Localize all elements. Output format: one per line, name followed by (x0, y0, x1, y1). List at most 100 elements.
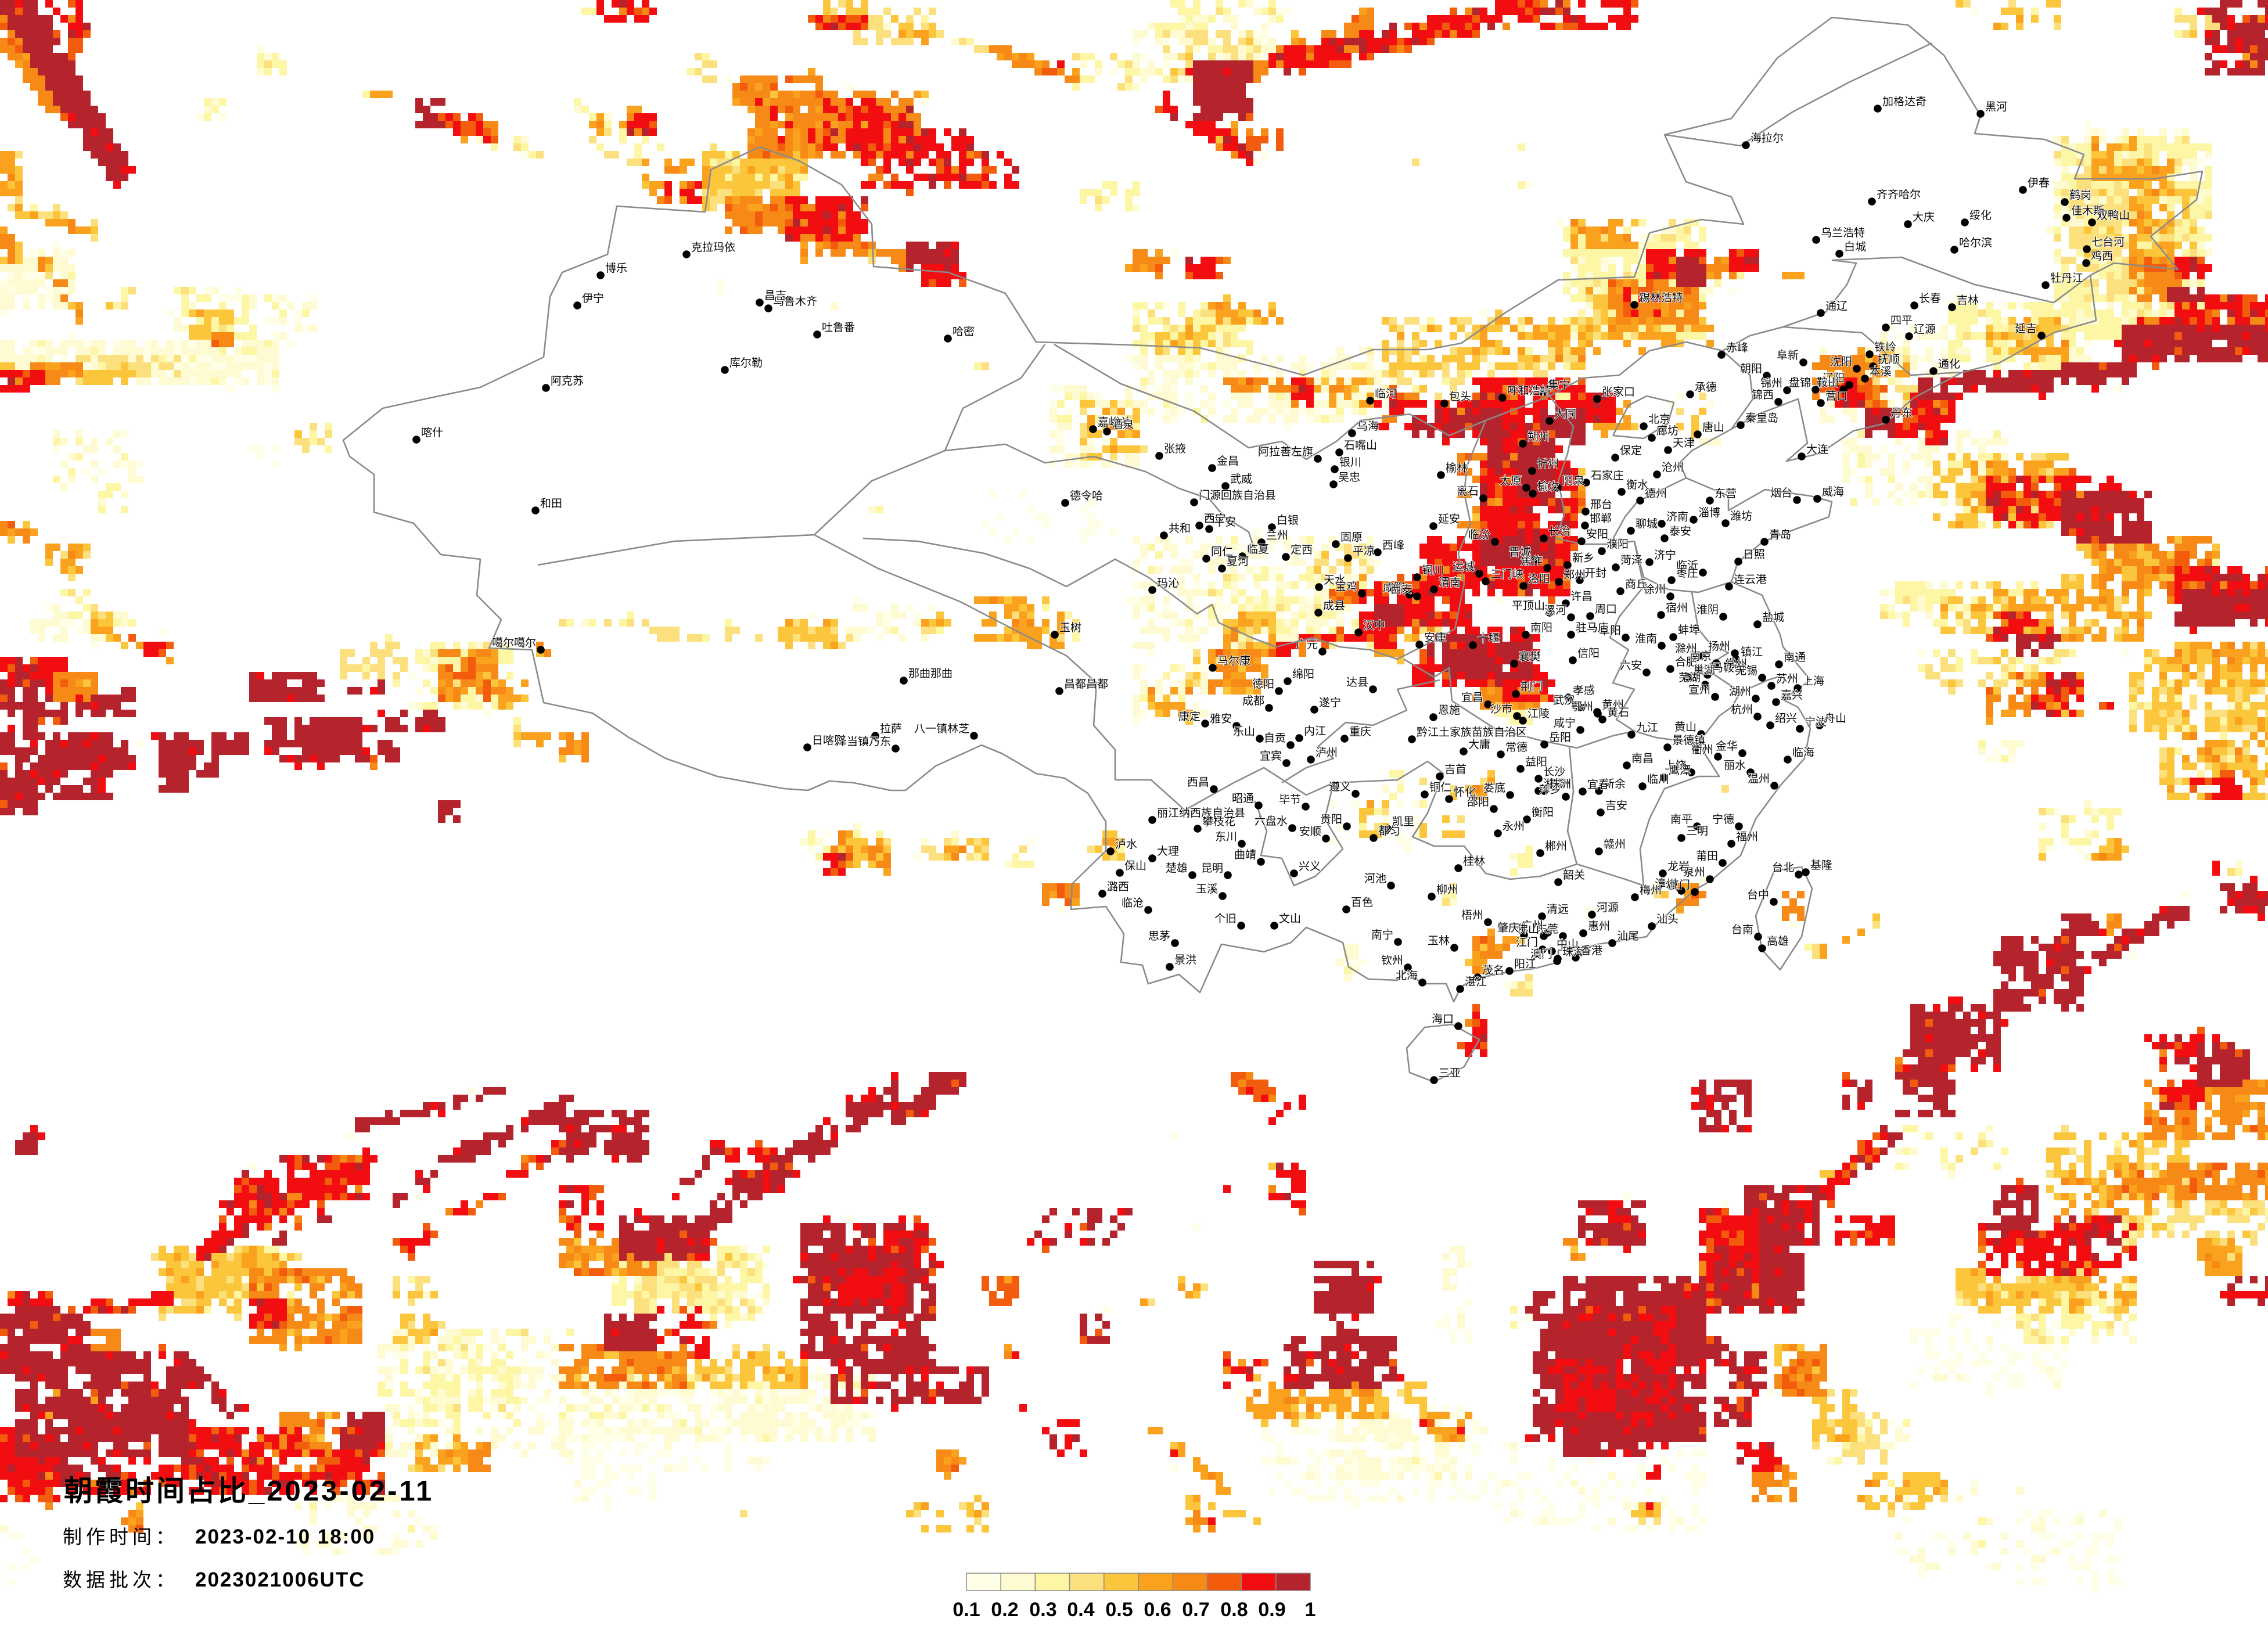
svg-text:张掖: 张掖 (1164, 443, 1186, 455)
svg-text:临夏: 临夏 (1247, 543, 1269, 556)
svg-text:厦门: 厦门 (1668, 879, 1690, 891)
svg-text:杭州: 杭州 (1731, 703, 1753, 716)
svg-text:辽源: 辽源 (1914, 323, 1936, 336)
svg-text:德令哈: 德令哈 (1070, 490, 1103, 502)
svg-text:那曲那曲: 那曲那曲 (908, 667, 953, 680)
svg-text:潞西: 潞西 (1107, 880, 1129, 893)
svg-text:沙市: 沙市 (1490, 703, 1512, 715)
svg-text:武威: 武威 (1230, 473, 1252, 485)
svg-text:恩施: 恩施 (1438, 704, 1460, 717)
svg-text:锦州: 锦州 (1760, 377, 1782, 390)
svg-text:保山: 保山 (1124, 859, 1146, 872)
svg-text:0.5: 0.5 (1105, 1599, 1133, 1621)
svg-text:凯里: 凯里 (1392, 815, 1414, 828)
svg-text:沧州: 沧州 (1662, 461, 1684, 474)
svg-text:信阳: 信阳 (1577, 647, 1600, 660)
svg-text:新乡: 新乡 (1572, 552, 1594, 564)
svg-text:湖州: 湖州 (1729, 685, 1751, 698)
svg-text:孝感: 孝感 (1573, 684, 1595, 697)
svg-text:承德: 承德 (1695, 381, 1717, 394)
svg-text:安顺: 安顺 (1299, 825, 1321, 838)
svg-text:集宁: 集宁 (1548, 379, 1570, 391)
svg-text:福州: 福州 (1736, 830, 1758, 843)
svg-text:哈密: 哈密 (953, 325, 975, 338)
svg-text:东营: 东营 (1715, 487, 1737, 500)
svg-text:淄博: 淄博 (1698, 506, 1720, 519)
svg-text:延安: 延安 (1438, 513, 1460, 526)
svg-text:长治: 长治 (1548, 525, 1570, 538)
svg-text:宣州: 宣州 (1688, 684, 1710, 696)
svg-text:安康: 安康 (1424, 631, 1446, 644)
svg-text:大同: 大同 (1554, 408, 1576, 420)
svg-text:泸水: 泸水 (1115, 838, 1137, 851)
svg-text:咸阳: 咸阳 (1383, 581, 1405, 594)
svg-text:临汾: 临汾 (1468, 528, 1490, 541)
svg-text:吉安: 吉安 (1605, 799, 1627, 812)
svg-text:0.6: 0.6 (1144, 1599, 1171, 1621)
svg-text:吉首: 吉首 (1444, 763, 1467, 776)
svg-text:澳门: 澳门 (1530, 948, 1552, 961)
svg-text:兴义: 兴义 (1299, 860, 1321, 873)
svg-text:茂名: 茂名 (1482, 964, 1504, 977)
svg-text:合肥: 合肥 (1675, 656, 1697, 668)
svg-text:台北: 台北 (1772, 861, 1794, 874)
svg-text:南平: 南平 (1670, 813, 1692, 826)
svg-text:平顶山: 平顶山 (1512, 599, 1545, 612)
svg-text:江陵: 江陵 (1527, 707, 1550, 720)
svg-text:荆门: 荆门 (1521, 681, 1543, 693)
svg-text:常德: 常德 (1505, 741, 1527, 754)
svg-text:0.2: 0.2 (991, 1599, 1018, 1621)
svg-text:岳阳: 岳阳 (1549, 731, 1571, 744)
svg-text:许昌: 许昌 (1570, 590, 1593, 603)
svg-text:和田: 和田 (540, 497, 562, 510)
svg-text:达县: 达县 (1346, 676, 1368, 689)
svg-text:八一镇林芝: 八一镇林芝 (914, 722, 969, 735)
svg-text:0.3: 0.3 (1029, 1599, 1056, 1621)
svg-text:固原: 固原 (1340, 531, 1363, 544)
svg-text:自贡: 自贡 (1264, 732, 1286, 744)
svg-text:营口: 营口 (1825, 390, 1848, 402)
svg-text:襄樊: 襄樊 (1519, 650, 1541, 663)
svg-text:北京: 北京 (1648, 413, 1670, 426)
svg-text:锦西: 锦西 (1752, 388, 1774, 401)
svg-text:延吉: 延吉 (2015, 322, 2037, 335)
svg-text:益阳: 益阳 (1525, 756, 1547, 768)
svg-text:西峰: 西峰 (1382, 539, 1404, 552)
svg-text:郑州: 郑州 (1563, 569, 1586, 581)
svg-text:0.9: 0.9 (1258, 1599, 1285, 1621)
svg-text:喀什: 喀什 (421, 426, 443, 439)
svg-text:康定: 康定 (1178, 710, 1201, 723)
svg-text:珠海: 珠海 (1562, 945, 1584, 958)
svg-text:保定: 保定 (1620, 444, 1642, 457)
svg-text:定西: 定西 (1291, 544, 1313, 556)
svg-text:汉中: 汉中 (1363, 619, 1385, 632)
svg-text:青岛: 青岛 (1769, 528, 1791, 541)
svg-text:绍兴: 绍兴 (1775, 712, 1797, 725)
svg-text:南昌: 南昌 (1631, 752, 1654, 765)
svg-text:朝霞时间占比_2023-02-11: 朝霞时间占比_2023-02-11 (64, 1476, 434, 1507)
svg-text:日照: 日照 (1743, 549, 1765, 561)
svg-text:绥化: 绥化 (1969, 209, 1992, 222)
svg-text:永州: 永州 (1503, 820, 1525, 833)
svg-text:三亚: 三亚 (1439, 1067, 1461, 1080)
svg-text:湘潭: 湘潭 (1543, 778, 1565, 790)
svg-text:湛江: 湛江 (1465, 976, 1487, 988)
svg-text:朝阳: 朝阳 (1740, 362, 1762, 375)
svg-text:大连: 大连 (1806, 443, 1828, 456)
svg-text:武汉: 武汉 (1553, 694, 1575, 707)
svg-text:赤峰: 赤峰 (1726, 341, 1748, 354)
svg-text:无锡: 无锡 (1735, 664, 1757, 677)
svg-text:玉溪: 玉溪 (1196, 883, 1218, 895)
svg-text:连云港: 连云港 (1734, 573, 1767, 586)
svg-text:河池: 河池 (1364, 872, 1386, 885)
svg-text:广元: 广元 (1296, 638, 1318, 651)
svg-text:焦作: 焦作 (1521, 555, 1543, 567)
svg-text:开封: 开封 (1584, 567, 1606, 580)
svg-text:包头: 包头 (1449, 390, 1471, 403)
svg-text:扬州: 扬州 (1708, 640, 1730, 653)
svg-text:四平: 四平 (1890, 315, 1913, 327)
svg-text:梅州: 梅州 (1640, 884, 1662, 897)
svg-text:临川: 临川 (1647, 773, 1669, 786)
svg-text:内江: 内江 (1304, 725, 1326, 738)
svg-text:徐州: 徐州 (1644, 583, 1666, 596)
